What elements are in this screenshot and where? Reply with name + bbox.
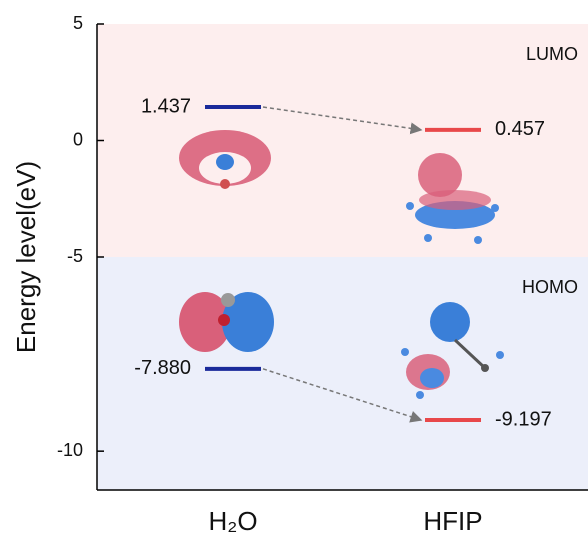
value-label: -7.880 — [134, 357, 191, 379]
panel-label: HOMO — [522, 277, 578, 297]
x-tick-label: H₂O — [208, 506, 257, 536]
panel-label: LUMO — [526, 44, 578, 64]
value-label: -9.197 — [495, 408, 552, 430]
y-tick-label: 5 — [73, 13, 83, 33]
chart: LUMO 5 0 -5 1.437 0.457 HOMO -10 -7.880 -9.197 H₂O… — [0, 0, 588, 547]
y-axis-label: Energy level(eV) — [11, 161, 41, 353]
panel-background — [97, 24, 588, 257]
y-tick-label: 0 — [73, 129, 83, 149]
x-tick-label: HFIP — [423, 506, 482, 536]
value-label: 1.437 — [141, 95, 191, 117]
y-tick-label: -5 — [67, 246, 83, 266]
value-label: 0.457 — [495, 118, 545, 140]
y-tick-label: -10 — [57, 440, 83, 460]
